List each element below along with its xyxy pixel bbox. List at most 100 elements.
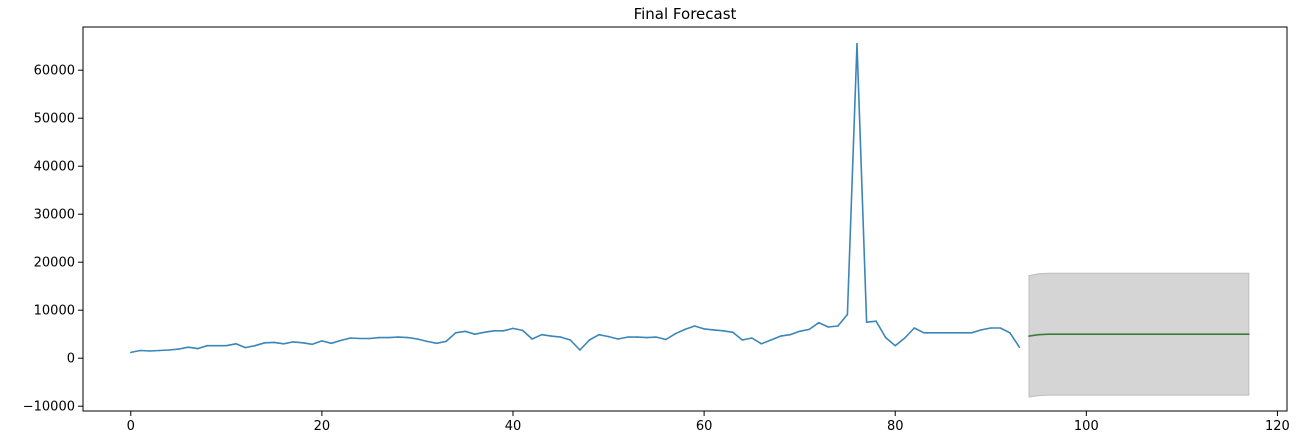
history-point <box>818 321 820 324</box>
history-point <box>349 337 352 339</box>
history-point <box>693 325 696 327</box>
history-point <box>913 327 916 329</box>
y-axis: −10000 0 10000 20000 30000 40000 50000 60000 <box>23 64 83 415</box>
confidence-band-layer <box>1028 272 1250 398</box>
history-point <box>569 339 572 341</box>
history-point <box>540 333 543 336</box>
forecast-point <box>1047 333 1049 336</box>
history-point <box>302 342 304 344</box>
forecast-point <box>1066 333 1068 336</box>
y-tick-label: 60000 <box>34 64 75 79</box>
history-point <box>904 337 906 339</box>
plot-area-frame <box>82 26 1288 412</box>
history-point <box>875 320 877 323</box>
history-point <box>435 342 438 345</box>
y-tick-label: 30000 <box>34 208 75 223</box>
history-point <box>550 335 552 337</box>
history-point <box>263 342 266 344</box>
confidence-band <box>1028 272 1250 398</box>
history-point <box>416 338 419 340</box>
series-layer <box>130 43 1250 354</box>
history-point <box>359 337 361 340</box>
history-point <box>512 327 514 330</box>
forecast-point <box>1028 335 1030 337</box>
history-point <box>282 343 285 345</box>
history-point <box>674 332 677 335</box>
history-point <box>961 332 963 334</box>
history-point <box>665 338 667 341</box>
history-point <box>225 344 228 347</box>
x-tick-label: 20 <box>314 419 331 433</box>
history-point <box>770 339 772 341</box>
chart-title: Final Forecast <box>634 5 737 23</box>
history-point <box>980 329 982 331</box>
x-tick-label: 60 <box>696 419 713 433</box>
forecast-line <box>1028 333 1249 337</box>
history-point <box>168 349 170 351</box>
history-point <box>722 330 724 332</box>
history-point <box>130 351 132 354</box>
history-point <box>483 331 486 334</box>
history-point <box>923 332 925 334</box>
history-point <box>951 332 954 334</box>
y-tick-label: 10000 <box>34 304 75 319</box>
history-point <box>502 330 505 332</box>
history-point <box>560 336 562 338</box>
forecast-point <box>1228 333 1231 336</box>
history-point <box>779 335 782 337</box>
history-point <box>884 336 887 339</box>
history-point <box>158 349 161 352</box>
history-point <box>235 343 237 345</box>
history-point <box>598 333 600 336</box>
history-point <box>474 333 476 336</box>
y-tick-label: 40000 <box>34 160 75 175</box>
forecast-point <box>1181 333 1183 336</box>
history-point <box>216 344 218 347</box>
history-point <box>636 336 638 338</box>
y-tick-label: 50000 <box>34 112 75 127</box>
history-point <box>321 340 323 342</box>
history-point <box>732 331 734 334</box>
forecast-point <box>1085 333 1088 336</box>
history-point <box>626 336 629 338</box>
history-point <box>999 327 1002 329</box>
history-point <box>426 340 428 343</box>
history-point <box>970 332 973 334</box>
history-point <box>493 330 495 332</box>
history-point <box>454 332 457 334</box>
history-point <box>712 329 715 331</box>
history-point <box>139 349 142 352</box>
history-point <box>244 346 247 349</box>
history-point <box>703 328 705 330</box>
x-tick-label: 100 <box>1074 419 1099 433</box>
history-point <box>751 337 753 339</box>
history-point <box>579 349 581 351</box>
history-point <box>407 336 409 339</box>
history-point <box>1018 346 1021 349</box>
history-point <box>397 336 400 338</box>
y-tick-label: 20000 <box>34 256 75 271</box>
history-point <box>942 332 944 334</box>
history-point <box>655 336 658 338</box>
forecast-point <box>1056 333 1059 336</box>
x-tick-label: 80 <box>887 419 904 433</box>
history-point <box>1009 332 1011 334</box>
history-point <box>684 328 686 331</box>
history-point <box>388 336 390 339</box>
history-point <box>837 325 839 327</box>
x-tick-label: 40 <box>505 419 522 433</box>
history-point <box>311 343 314 346</box>
history-point <box>646 336 648 339</box>
history-point <box>607 335 610 338</box>
history-point <box>254 344 256 347</box>
y-tick-label: 0 <box>67 352 75 367</box>
history-point <box>149 350 151 352</box>
y-tick-label: −10000 <box>23 400 75 415</box>
x-axis: 0 20 40 60 80 100 120 <box>127 411 1290 433</box>
history-point <box>617 338 619 340</box>
history-point <box>798 330 801 333</box>
history-point <box>531 338 533 340</box>
history-point <box>340 339 342 342</box>
history-point <box>827 326 830 328</box>
history-point <box>273 341 275 344</box>
